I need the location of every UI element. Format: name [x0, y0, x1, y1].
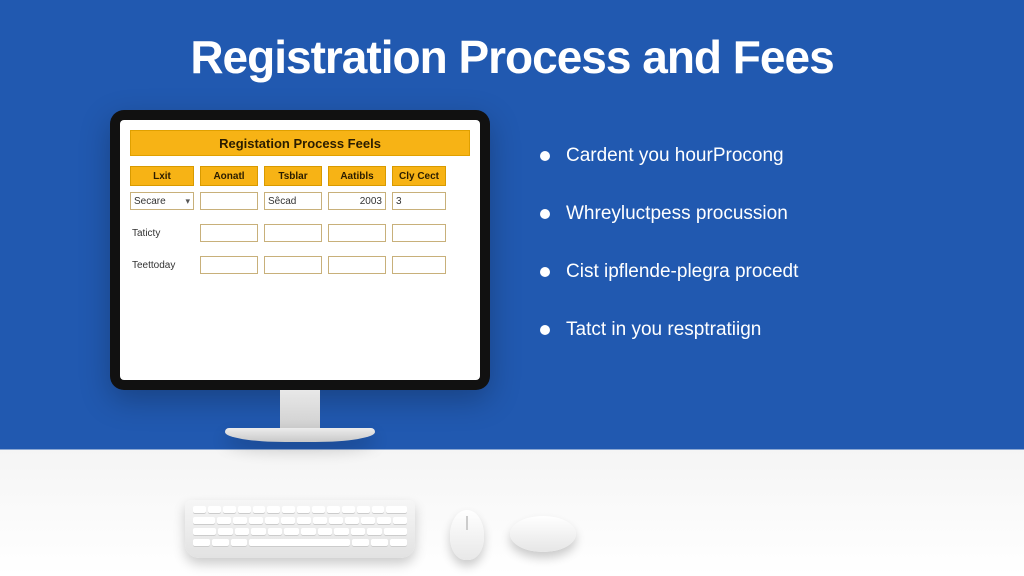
bullet-text: Cardent you hourProcong [566, 145, 784, 167]
monitor-stand-neck [280, 390, 320, 430]
cell-input[interactable]: 3 [392, 192, 446, 210]
cell-input[interactable] [392, 256, 446, 274]
slide-title: Registration Process and Fees [0, 30, 1024, 84]
cell-input[interactable] [392, 224, 446, 242]
mouse-icon [510, 516, 576, 552]
cell-input[interactable] [200, 256, 258, 274]
table-header-row: Lxit Aonatl Tsblar Aatibls Cly Cect [130, 166, 470, 186]
computer-illustration: Registation Process Feels Lxit Aonatl Ts… [90, 110, 510, 550]
cell-input[interactable]: Sêcad [264, 192, 322, 210]
cell-input[interactable] [264, 256, 322, 274]
keyboard-icon [185, 500, 415, 558]
screen: Registation Process Feels Lxit Aonatl Ts… [120, 120, 480, 380]
bullet-list: Cardent you hourProcong Whreyluctpess pr… [540, 145, 980, 377]
bullet-text: Tatct in you resptratiign [566, 319, 761, 341]
column-header: Tsblar [264, 166, 322, 186]
cell-input[interactable] [200, 192, 258, 210]
row-select[interactable]: Secare [130, 192, 194, 210]
bullet-text: Cist ipflende-plegra procedt [566, 261, 798, 283]
monitor: Registation Process Feels Lxit Aonatl Ts… [110, 110, 490, 390]
row-label: Taticty [130, 228, 194, 239]
table-row: Secare Sêcad 2003 3 [130, 192, 470, 210]
table-row: Taticty [130, 224, 470, 242]
bullet-item: Cist ipflende-plegra procedt [540, 261, 980, 283]
cell-input[interactable] [328, 224, 386, 242]
column-header: Lxit [130, 166, 194, 186]
monitor-stand-base [225, 428, 375, 442]
bullet-item: Cardent you hourProcong [540, 145, 980, 167]
bullet-text: Whreyluctpess procussion [566, 203, 788, 225]
cell-input[interactable] [264, 224, 322, 242]
cell-input[interactable]: 2003 [328, 192, 386, 210]
cell-input[interactable] [200, 224, 258, 242]
mouse-icon [450, 510, 484, 560]
table-row: Teettoday [130, 256, 470, 274]
row-label: Teettoday [130, 260, 194, 271]
bullet-item: Tatct in you resptratiign [540, 319, 980, 341]
column-header: Cly Cect [392, 166, 446, 186]
slide: Registration Process and Fees Cardent yo… [0, 0, 1024, 576]
column-header: Aonatl [200, 166, 258, 186]
form-title: Registation Process Feels [130, 130, 470, 156]
column-header: Aatibls [328, 166, 386, 186]
cell-input[interactable] [328, 256, 386, 274]
bullet-item: Whreyluctpess procussion [540, 203, 980, 225]
